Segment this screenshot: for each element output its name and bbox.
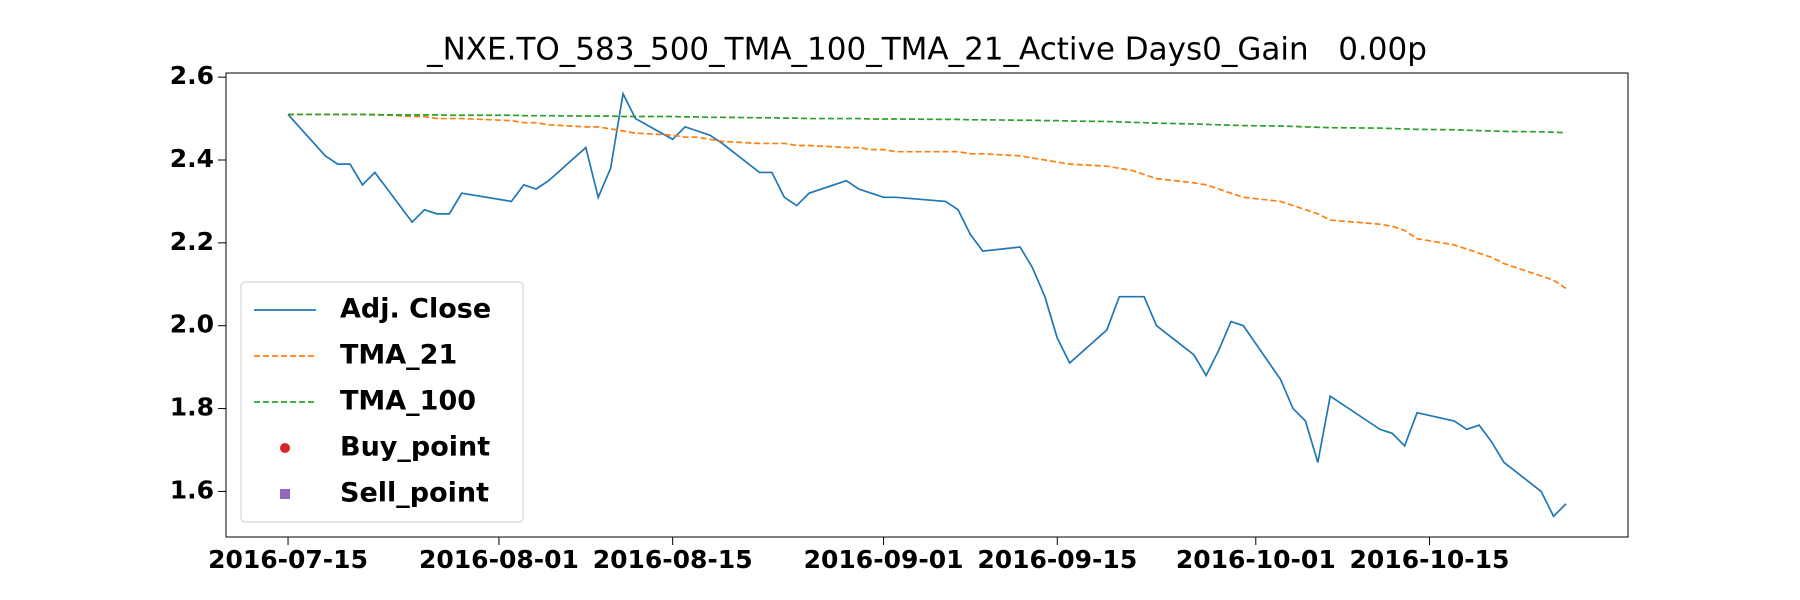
x-tick-label: 2016-09-01 xyxy=(804,545,964,574)
x-tick-label: 2016-09-15 xyxy=(977,545,1137,574)
y-tick-label: 1.6 xyxy=(170,475,214,504)
legend-box xyxy=(240,281,524,523)
y-tick-label: 1.8 xyxy=(170,393,214,422)
series-line xyxy=(288,113,1566,134)
y-tick-label: 2.6 xyxy=(170,61,214,90)
legend-label: Buy_point xyxy=(340,432,490,463)
y-tick-label: 2.0 xyxy=(170,310,214,339)
y-tick-label: 2.4 xyxy=(170,144,214,173)
legend-marker xyxy=(280,489,290,499)
y-tick-label: 2.2 xyxy=(170,227,214,256)
chart-title: _NXE.TO_583_500_TMA_100_TMA_21_Active Da… xyxy=(426,32,1427,68)
plot-frame xyxy=(225,72,1629,538)
x-tick-label: 2016-08-15 xyxy=(593,545,753,574)
legend: Adj. Close TMA_21 TMA_100 Buy_point Sell_poi… xyxy=(240,281,524,523)
x-tick-label: 2016-07-15 xyxy=(208,545,368,574)
x-tick-label: 2016-10-15 xyxy=(1350,545,1510,574)
series-line xyxy=(287,90,1567,518)
legend-label: TMA_21 xyxy=(340,340,457,371)
legend-label: Sell_point xyxy=(340,478,489,509)
legend-marker xyxy=(280,443,290,453)
x-tick-label: 2016-08-01 xyxy=(419,545,579,574)
x-tick-label: 2016-10-01 xyxy=(1176,545,1336,574)
series-line xyxy=(288,113,1567,290)
legend-label: TMA_100 xyxy=(340,386,476,417)
legend-label: Adj. Close xyxy=(340,294,491,325)
